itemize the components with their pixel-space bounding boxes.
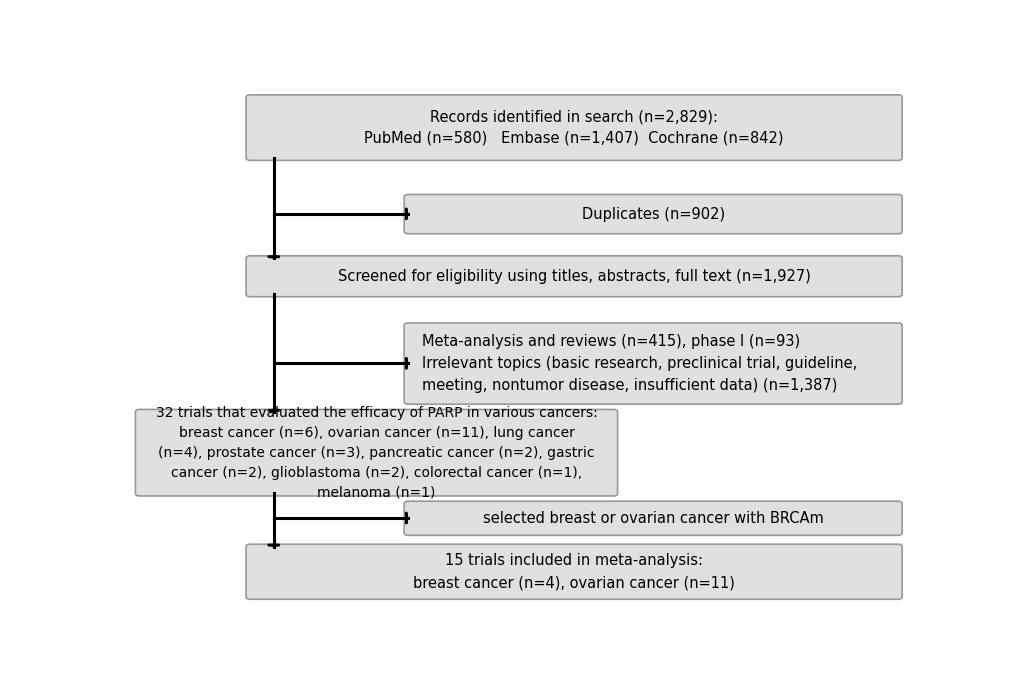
FancyBboxPatch shape: [404, 323, 902, 405]
Text: Records identified in search (n=2,829):
PubMed (n=580)   Embase (n=1,407)  Cochr: Records identified in search (n=2,829): …: [364, 110, 784, 146]
Text: 15 trials included in meta-analysis:
breast cancer (n=4), ovarian cancer (n=11): 15 trials included in meta-analysis: bre…: [413, 554, 735, 590]
Text: 32 trials that evaluated the efficacy of PARP in various cancers:
breast cancer : 32 trials that evaluated the efficacy of…: [156, 406, 597, 500]
FancyBboxPatch shape: [404, 501, 902, 535]
FancyBboxPatch shape: [136, 409, 618, 496]
Text: Meta-analysis and reviews (n=415), phase I (n=93)
Irrelevant topics (basic resea: Meta-analysis and reviews (n=415), phase…: [422, 334, 857, 393]
FancyBboxPatch shape: [246, 95, 902, 161]
Text: selected breast or ovarian cancer with BRCAm: selected breast or ovarian cancer with B…: [482, 511, 822, 526]
Text: Duplicates (n=902): Duplicates (n=902): [581, 206, 725, 221]
FancyBboxPatch shape: [246, 256, 902, 297]
FancyBboxPatch shape: [246, 544, 902, 599]
FancyBboxPatch shape: [404, 195, 902, 234]
Text: Screened for eligibility using titles, abstracts, full text (n=1,927): Screened for eligibility using titles, a…: [337, 269, 810, 284]
